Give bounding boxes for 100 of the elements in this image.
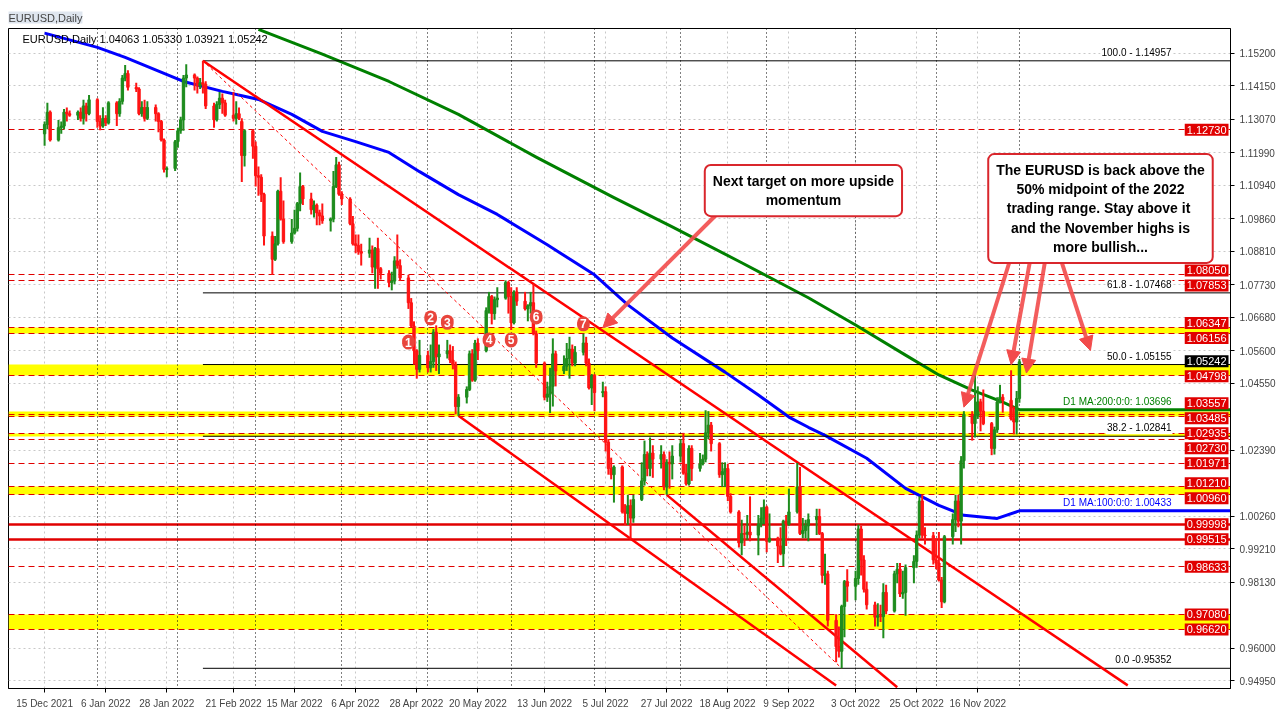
annotation: 7 (580, 317, 588, 332)
candlestick (145, 100, 150, 121)
candlestick (515, 286, 519, 307)
candlestick (845, 568, 849, 603)
candlestick (981, 388, 985, 427)
candlestick (690, 444, 694, 482)
series-label: 100.0 - 1.14957 (1101, 46, 1172, 58)
candlestick (823, 552, 827, 586)
candlestick (1001, 393, 1005, 414)
candlestick (370, 244, 374, 275)
candlestick (570, 343, 574, 368)
x-tick-label: 28 Jan 2022 (139, 697, 195, 709)
candlestick (309, 191, 313, 216)
annotation: 2 (427, 311, 435, 326)
ref-line-label: 1.02730 (1186, 442, 1227, 455)
x-tick-label: 18 Aug 2022 (699, 697, 757, 709)
candlestick (301, 183, 305, 207)
candlestick (645, 450, 649, 478)
y-tick-label: 0.96000 (1239, 643, 1277, 655)
series-label: D1 MA:200:0:0: 1.03696 (1063, 395, 1172, 407)
x-tick-label: 6 Jan 2022 (80, 697, 131, 709)
annotation: 3 (443, 315, 451, 330)
series-label: 38.2 - 1.02841 (1107, 422, 1172, 434)
y-tick-label: 1.06680 (1239, 312, 1277, 324)
y-tick-label: 0.98130 (1239, 577, 1277, 589)
candlestick (678, 438, 683, 464)
annotation: Next target on more upside momentum (712, 172, 895, 209)
x-tick-label: 28 Apr 2022 (389, 697, 444, 709)
candlestick (973, 374, 977, 439)
ref-line-label: 1.01971 (1186, 457, 1227, 470)
x-tick-label: 16 Nov 2022 (949, 697, 1007, 709)
candlestick (126, 69, 130, 92)
candlestick (787, 487, 791, 527)
candlestick (970, 410, 974, 442)
candlestick (631, 493, 636, 524)
candlestick (612, 464, 616, 504)
series-label: D1 MA:100:0:0: 1.00433 (1063, 496, 1172, 508)
y-tick-label: 0.99210 (1239, 543, 1277, 555)
candlestick (670, 444, 674, 481)
candlestick (651, 444, 655, 479)
candlestick (476, 337, 480, 362)
candlestick (748, 495, 752, 543)
ref-line-label: 0.99515 (1186, 533, 1227, 546)
ref-line-label: 1.01210 (1186, 477, 1227, 490)
candlestick (723, 461, 727, 489)
chart-title: EURUSD,Daily (8, 11, 83, 24)
y-tick-label: 1.08810 (1239, 246, 1277, 258)
y-tick-label: 1.05600 (1239, 345, 1277, 357)
x-tick-label: 15 Dec 2021 (16, 697, 74, 709)
candlestick (745, 513, 749, 541)
x-tick-label: 13 Jun 2022 (516, 697, 573, 709)
candlestick (873, 600, 877, 628)
x-tick-label: 20 May 2022 (448, 697, 508, 709)
ref-line-label: 1.00960 (1186, 492, 1227, 505)
y-tick-label: 1.10940 (1239, 180, 1277, 192)
candlestick (445, 338, 449, 360)
annotation: The EURUSD is back above the 50% midpoint of the 2022 trading range. Stay above it and the November highs is more bullish... (996, 162, 1205, 255)
candlestick (87, 94, 91, 117)
ref-line-label: 1.06156 (1186, 332, 1227, 345)
ref-line-label: 0.99998 (1186, 518, 1227, 531)
annotation: 6 (532, 310, 540, 325)
x-tick-label: 9 Sep 2022 (763, 697, 815, 709)
x-tick-label: 3 Oct 2022 (831, 697, 881, 709)
x-tick-label: 6 Apr 2022 (331, 697, 381, 709)
candlestick (956, 493, 961, 529)
candlestick (767, 512, 772, 544)
candlestick (709, 421, 713, 453)
ref-line-label: 0.97080 (1186, 608, 1227, 621)
candlestick (95, 97, 100, 129)
candlestick (801, 517, 805, 540)
candlestick (884, 583, 888, 616)
candlestick (903, 563, 908, 617)
y-tick-label: 1.02390 (1239, 445, 1277, 457)
candlestick (590, 372, 594, 406)
candlestick (659, 444, 663, 470)
annotation: 1.05242 (1186, 355, 1227, 368)
y-tick-label: 1.07730 (1239, 279, 1277, 291)
ref-line-label: 1.12730 (1186, 123, 1227, 136)
annotation: 4 (485, 333, 493, 348)
candlestick (503, 279, 508, 301)
series-label: 61.8 - 1.07468 (1107, 278, 1172, 290)
y-tick-label: 1.11990 (1239, 147, 1276, 159)
candlestick (762, 498, 766, 526)
y-tick-label: 1.15200 (1239, 48, 1277, 60)
candlestick (834, 613, 838, 664)
ref-line-label: 1.03485 (1186, 412, 1227, 425)
y-tick-label: 0.94950 (1239, 675, 1277, 687)
series-label: 0.0 -0.95352 (1115, 654, 1172, 666)
candlestick (426, 349, 430, 374)
y-tick-label: 1.04550 (1239, 378, 1277, 390)
candlestick (648, 436, 652, 478)
x-tick-label: 25 Oct 2022 (889, 697, 945, 709)
x-tick-label: 27 Jul 2022 (640, 697, 694, 709)
y-tick-label: 1.00260 (1239, 511, 1277, 523)
ref-line-label: 1.03557 (1186, 397, 1227, 410)
x-tick-label: 15 Mar 2022 (266, 697, 324, 709)
candlestick (720, 461, 724, 489)
series-label: 50.0 - 1.05155 (1107, 350, 1172, 362)
ref-line-label: 1.02935 (1186, 427, 1227, 440)
candlestick (84, 101, 88, 123)
